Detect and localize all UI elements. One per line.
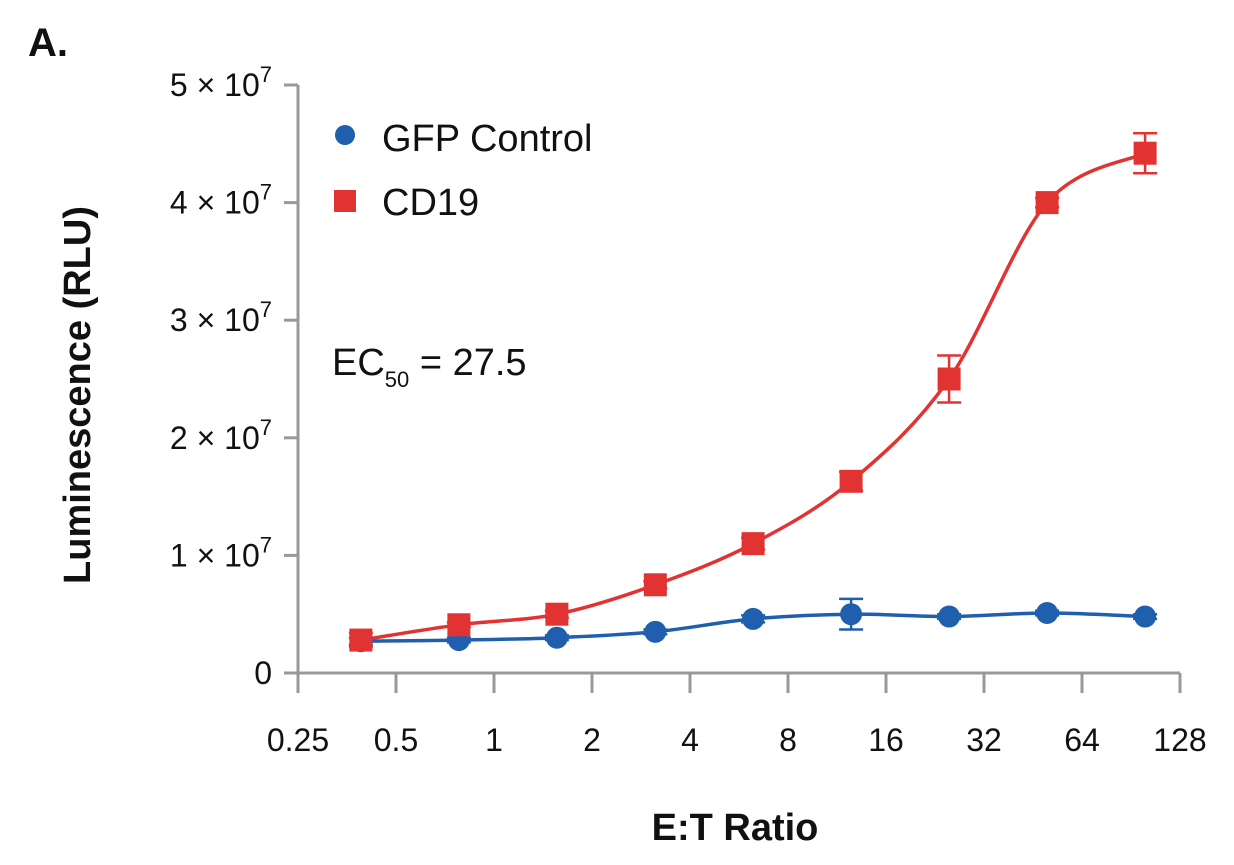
data-point-series-0 [840, 603, 863, 626]
data-point-series-1 [1133, 141, 1157, 165]
y-tick-label-exponent: 7 [260, 415, 272, 440]
y-tick-label-exponent: 7 [260, 297, 272, 322]
data-point-series-0 [1036, 602, 1059, 625]
y-tick-label: 1 × 107 [170, 532, 272, 573]
ec50-annotation-value: = 27.5 [409, 342, 526, 384]
data-point-series-1 [545, 602, 569, 626]
data-point-series-1 [447, 613, 471, 637]
x-tick-label: 1 [485, 722, 503, 758]
ec50-annotation-main: EC [332, 342, 385, 384]
x-tick-label: 8 [779, 722, 797, 758]
legend-marker-cd19 [334, 190, 356, 212]
y-tick-label-base: 3 × 10 [170, 302, 260, 338]
data-point-series-1 [1035, 191, 1059, 215]
data-point-series-1 [643, 573, 667, 597]
legend-marker-gfp-control [335, 125, 355, 145]
data-point-series-0 [1134, 605, 1157, 628]
x-tick-label: 0.5 [374, 722, 418, 758]
y-tick-label: 4 × 107 [170, 180, 272, 221]
x-tick-label: 4 [681, 722, 699, 758]
x-tick-label: 2 [583, 722, 601, 758]
legend-label-cd19: CD19 [382, 182, 479, 224]
legend: GFP Control CD19 [334, 118, 592, 224]
data-point-series-1 [937, 367, 961, 391]
data-point-series-1 [839, 469, 863, 493]
y-tick-label-exponent: 7 [260, 180, 272, 205]
y-tick-label: 3 × 107 [170, 297, 272, 338]
y-tick-label: 2 × 107 [170, 415, 272, 456]
y-axis-title: Luminescence (RLU) [57, 206, 99, 584]
x-tick-label: 64 [1064, 722, 1100, 758]
y-tick-label: 5 × 107 [170, 62, 272, 103]
y-tick-label-base: 2 × 10 [170, 420, 260, 456]
data-point-series-0 [644, 620, 667, 643]
fit-curve-series-1 [360, 151, 1146, 642]
data-point-series-0 [938, 605, 961, 628]
y-tick-label: 0 [254, 655, 272, 691]
data-points [348, 131, 1158, 653]
y-tick-label-exponent: 7 [260, 62, 272, 87]
x-tick-label: 32 [966, 722, 1002, 758]
fit-curves [360, 151, 1146, 643]
y-tick-label-base: 4 × 10 [170, 185, 260, 221]
legend-label-gfp-control: GFP Control [382, 118, 592, 160]
data-point-series-0 [545, 626, 568, 649]
ec50-annotation-sub: 50 [385, 367, 409, 392]
data-point-series-1 [349, 628, 373, 652]
x-tick-label: 128 [1153, 722, 1206, 758]
y-tick-label-base: 5 × 10 [170, 67, 260, 103]
x-ticks: 0.25 0.5 1 2 4 8 16 32 64 128 [267, 673, 1207, 758]
panel-label: A. [28, 21, 68, 65]
x-tick-label: 0.25 [267, 722, 329, 758]
ec50-annotation: EC50 = 27.5 [332, 342, 527, 392]
y-tick-label-base: 1 × 10 [170, 537, 260, 573]
data-point-series-0 [742, 607, 765, 630]
x-axis-title: E:T Ratio [652, 807, 819, 849]
y-tick-label-exponent: 7 [260, 532, 272, 557]
data-point-series-1 [741, 532, 765, 556]
x-tick-label: 16 [868, 722, 904, 758]
